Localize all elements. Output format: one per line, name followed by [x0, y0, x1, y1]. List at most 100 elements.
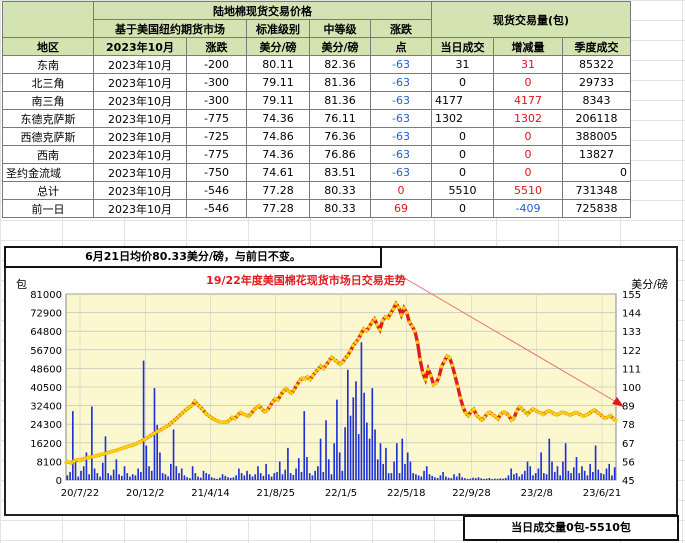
- daily-cell: 0: [431, 199, 494, 218]
- price-point: [308, 377, 312, 382]
- price-line: [64, 300, 618, 465]
- volume-bar: [526, 461, 529, 480]
- volume-bar: [101, 462, 104, 480]
- price-point: [348, 349, 353, 353]
- volume-bar: [289, 473, 292, 480]
- volume-bar: [262, 475, 265, 480]
- price-point: [590, 409, 594, 413]
- y-tick-right-label: 100: [622, 383, 641, 394]
- y-tick-right-label: 155: [622, 290, 641, 301]
- price-point: [598, 412, 602, 416]
- std-grade-header: 标准级别: [246, 19, 310, 38]
- price-point: [533, 408, 538, 413]
- volume-bar: [428, 474, 431, 480]
- volume-bar: [602, 474, 605, 480]
- volume-bar: [425, 466, 428, 480]
- price-point: [260, 407, 264, 411]
- price-point: [99, 452, 103, 457]
- price-point: [372, 317, 377, 321]
- price-point: [611, 416, 616, 421]
- volume-bar: [575, 457, 578, 480]
- volume-bar: [306, 457, 308, 480]
- mid-price-cell: 76.11: [309, 109, 371, 128]
- price-point: [362, 327, 366, 331]
- price-point: [463, 411, 468, 416]
- price-point: [235, 413, 240, 418]
- points-header: 点: [370, 37, 432, 56]
- price-point: [531, 407, 535, 411]
- price-point: [292, 388, 296, 392]
- volume-bar: [330, 474, 333, 480]
- price-point: [206, 413, 210, 418]
- y-tick-right-label: 78: [622, 420, 635, 431]
- volume-bar: [513, 474, 515, 480]
- volume-bar: [142, 360, 145, 480]
- x-tick-label: 20/7/22: [61, 488, 100, 499]
- y-tick-left-label: 8100: [37, 457, 62, 468]
- volume-bar: [227, 477, 229, 480]
- price-point: [184, 407, 189, 411]
- price-point: [415, 340, 420, 344]
- volume-bar: [344, 427, 346, 480]
- points-cell: -63: [370, 163, 432, 182]
- price-point: [367, 325, 371, 329]
- volume-bar: [581, 466, 583, 480]
- price-point: [64, 460, 68, 465]
- volume-bar: [445, 476, 447, 480]
- price-point: [595, 410, 600, 415]
- month-cell: 2023年10月: [93, 73, 187, 92]
- price-point: [482, 415, 487, 420]
- points-cell: 0: [370, 181, 432, 200]
- volume-bar: [96, 473, 99, 480]
- volume-bar: [268, 474, 270, 480]
- season-cell: 731348: [562, 181, 631, 200]
- price-point: [394, 301, 398, 306]
- y-tick-right-label: 133: [622, 327, 641, 338]
- region-cell: 西德克萨斯: [2, 127, 94, 146]
- volume-bar: [199, 477, 202, 480]
- volume-bar: [417, 475, 420, 480]
- volume-bar: [235, 475, 237, 480]
- volume-bar: [346, 369, 349, 480]
- volume-bar: [455, 476, 458, 480]
- mid-price-cell: 81.36: [309, 73, 371, 92]
- price-point: [340, 360, 345, 365]
- price-point: [324, 363, 329, 367]
- volume-bar: [74, 461, 77, 480]
- volume-bar: [172, 429, 175, 480]
- volume-bar: [349, 415, 352, 480]
- price-point: [364, 329, 369, 333]
- volume-bar: [436, 477, 439, 480]
- season-cell: 388005: [562, 127, 631, 146]
- volume-bar: [91, 406, 93, 480]
- volume-bar: [371, 388, 374, 480]
- price-point: [147, 434, 151, 439]
- price-point: [547, 408, 551, 413]
- price-point: [466, 413, 471, 418]
- volume-bar: [597, 469, 600, 480]
- price-point: [455, 384, 460, 389]
- price-point: [496, 416, 500, 421]
- mid-price-cell: 80.33: [309, 181, 371, 200]
- volume-bar: [297, 458, 300, 480]
- volume-bar: [396, 443, 398, 480]
- delta-cell: 0: [493, 73, 563, 92]
- price-point: [410, 324, 414, 328]
- volume-bar: [504, 477, 507, 480]
- price-point: [396, 305, 401, 309]
- volume-bar: [93, 468, 96, 480]
- volume-bar: [341, 470, 344, 480]
- volume-bar: [543, 473, 545, 480]
- price-point: [163, 425, 168, 430]
- volume-bar: [251, 476, 254, 480]
- price-point: [498, 412, 503, 417]
- price-point: [474, 413, 479, 417]
- volume-bar: [357, 434, 360, 480]
- price-point: [431, 382, 436, 387]
- volume-bar: [594, 445, 597, 480]
- region-cell: 圣约金流域: [2, 163, 94, 182]
- volume-bar: [205, 473, 208, 480]
- table-row: 圣约金流域 2023年10月 -750 74.61 83.51 -63 0 0 …: [2, 163, 631, 182]
- volume-bar: [537, 468, 540, 480]
- season-cell: 0: [562, 163, 631, 182]
